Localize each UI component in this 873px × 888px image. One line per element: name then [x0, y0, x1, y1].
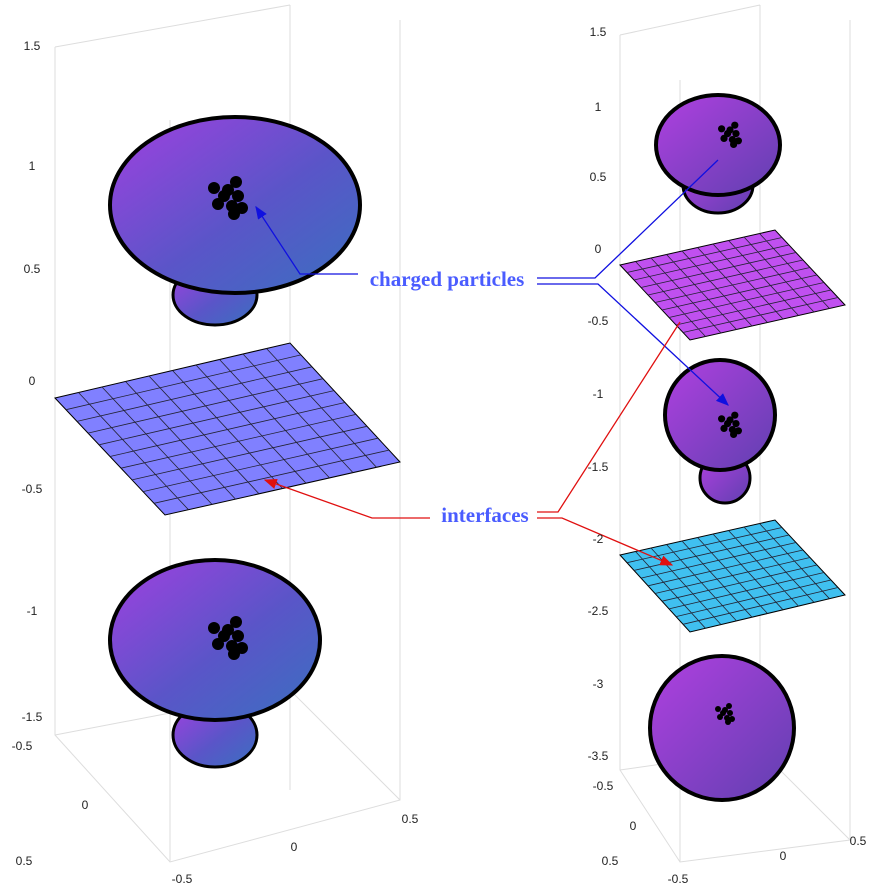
- particle: [230, 176, 242, 188]
- plane-grid: [242, 353, 354, 473]
- plane-grid: [120, 414, 357, 469]
- plane-grid: [661, 564, 818, 602]
- tick-label: -3: [593, 677, 604, 691]
- tick-label: 0: [630, 819, 637, 833]
- blob: [663, 358, 777, 472]
- tick-label: -1: [593, 387, 604, 401]
- blob: [654, 93, 782, 197]
- particle: [718, 125, 726, 133]
- particle: [212, 638, 224, 650]
- tick-label: 1.5: [24, 39, 41, 53]
- particle: [230, 616, 242, 628]
- plane-grid: [668, 282, 825, 318]
- plane-grid: [682, 297, 839, 333]
- tick-label: 0: [29, 374, 36, 388]
- tick-label: 0: [291, 840, 298, 854]
- particle: [725, 719, 731, 725]
- particle: [732, 420, 740, 428]
- tick-label: 1: [29, 159, 36, 173]
- plane-grid: [712, 533, 784, 611]
- labels: charged particles interfaces: [370, 267, 529, 527]
- annotation: charged particles: [370, 267, 525, 291]
- plane-grid: [654, 557, 811, 594]
- tick-label: 0: [780, 849, 787, 863]
- tick-label: 0.5: [590, 170, 607, 184]
- particle: [208, 182, 220, 194]
- tick-label: 0.5: [602, 854, 619, 868]
- plane-grid: [219, 359, 330, 479]
- tick-label: -2: [593, 532, 604, 546]
- tick-label: 0.5: [402, 812, 419, 826]
- plane-grid: [131, 425, 368, 481]
- tick-label: 1.5: [590, 25, 607, 39]
- particle: [732, 130, 740, 138]
- tick-label: -1.5: [588, 460, 609, 474]
- particle: [228, 648, 240, 660]
- particle: [212, 198, 224, 210]
- plane-grid: [728, 530, 799, 607]
- tick-label: -0.5: [22, 482, 43, 496]
- plane-grid: [743, 526, 815, 603]
- plane-grid: [266, 348, 377, 468]
- plane-grid: [675, 289, 832, 326]
- particle: [232, 190, 244, 202]
- particle: [720, 424, 728, 432]
- particle: [208, 622, 220, 634]
- tick-label: -0.5: [172, 872, 193, 886]
- plane-grid: [759, 523, 830, 599]
- tick-label: -0.5: [12, 739, 33, 753]
- blob: [648, 654, 796, 802]
- plane-grid: [195, 364, 307, 484]
- arrows: [255, 159, 728, 565]
- particle: [718, 415, 726, 423]
- plane-grid: [675, 579, 832, 617]
- particle: [727, 710, 733, 716]
- plane-grid: [654, 267, 811, 303]
- particle: [730, 430, 738, 438]
- particle: [720, 134, 728, 142]
- particle: [228, 208, 240, 220]
- tick-label: -3.5: [588, 749, 609, 763]
- plane-grid: [153, 449, 390, 504]
- plane-grid: [743, 236, 815, 313]
- tick-label: -0.5: [593, 779, 614, 793]
- tick-label: 0.5: [16, 854, 33, 868]
- plane-grid: [109, 402, 346, 457]
- particle: [731, 121, 739, 129]
- particle: [730, 140, 738, 148]
- tick-label: 0.5: [24, 262, 41, 276]
- annotation: interfaces: [441, 503, 528, 527]
- plane-grid: [712, 243, 784, 320]
- tick-label: 0: [595, 242, 602, 256]
- tick-label: 0.5: [850, 834, 867, 848]
- plane-grid: [142, 437, 379, 492]
- plane-grid: [661, 274, 818, 311]
- plane-grid: [668, 572, 825, 610]
- plane-grid: [682, 587, 839, 625]
- surfaces: [54, 93, 846, 802]
- tick-label: -2.5: [588, 604, 609, 618]
- plane-grid: [759, 233, 830, 309]
- particle: [715, 706, 721, 712]
- tick-label: 0: [82, 798, 89, 812]
- plane-grid: [728, 240, 799, 316]
- tick-label: -0.5: [668, 872, 689, 886]
- tick-label: -1: [27, 604, 38, 618]
- tick-label: -1.5: [22, 710, 43, 724]
- particle: [731, 411, 739, 419]
- particle: [232, 630, 244, 642]
- tick-label: 1: [595, 100, 602, 114]
- tick-label: -0.5: [588, 314, 609, 328]
- particle: [726, 703, 732, 709]
- particle: [717, 714, 723, 720]
